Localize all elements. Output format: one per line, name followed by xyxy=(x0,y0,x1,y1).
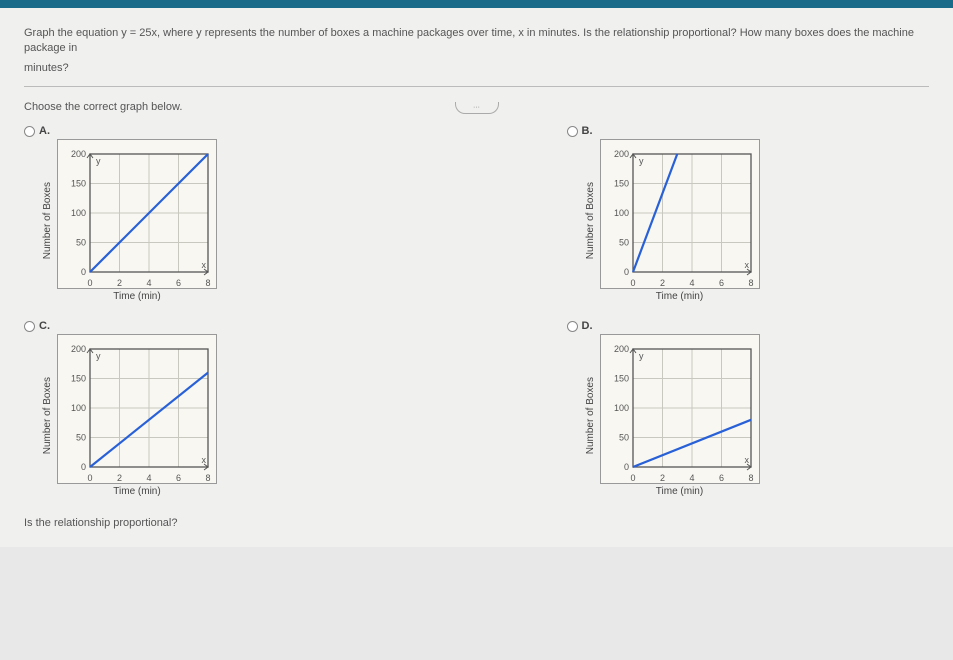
svg-text:y: y xyxy=(96,351,101,361)
svg-text:150: 150 xyxy=(71,374,86,384)
svg-text:2: 2 xyxy=(659,278,664,288)
choices-grid: A. Number of Boxes yx02468501001502000 T… xyxy=(24,125,929,497)
svg-text:4: 4 xyxy=(689,473,694,483)
hint-tab[interactable]: ··· xyxy=(455,102,499,114)
svg-text:y: y xyxy=(639,156,644,166)
question-line1: Graph the equation y = 25x, where y repr… xyxy=(24,26,929,57)
svg-text:150: 150 xyxy=(71,179,86,189)
svg-text:y: y xyxy=(639,351,644,361)
graph-b-xlabel: Time (min) xyxy=(656,291,703,302)
graph-d-xlabel: Time (min) xyxy=(656,486,703,497)
svg-text:100: 100 xyxy=(71,403,86,413)
svg-text:8: 8 xyxy=(748,473,753,483)
svg-text:8: 8 xyxy=(205,278,210,288)
choice-b: B. Number of Boxes y x 0 2 4 6 8 50 100 150 200 0 T… xyxy=(567,125,930,302)
svg-text:0: 0 xyxy=(87,278,92,288)
graph-a-svg: y x 0 2 4 6 8 50 100 150 200 0 xyxy=(57,139,217,289)
graph-d-ylabel: Number of Boxes xyxy=(585,377,596,454)
svg-text:200: 200 xyxy=(613,149,628,159)
svg-text:8: 8 xyxy=(205,473,210,483)
graph-b-ylabel: Number of Boxes xyxy=(585,182,596,259)
svg-text:100: 100 xyxy=(613,208,628,218)
graph-b-svg: y x 0 2 4 6 8 50 100 150 200 0 xyxy=(600,139,760,289)
choice-b-header[interactable]: B. xyxy=(567,125,593,137)
divider xyxy=(24,86,929,87)
svg-text:0: 0 xyxy=(623,267,628,277)
svg-text:x: x xyxy=(202,260,207,270)
svg-text:0: 0 xyxy=(623,462,628,472)
top-accent-bar xyxy=(0,0,953,8)
choice-d-header[interactable]: D. xyxy=(567,320,593,332)
question-line2: minutes? xyxy=(24,61,929,76)
svg-text:150: 150 xyxy=(613,179,628,189)
svg-text:4: 4 xyxy=(689,278,694,288)
graph-c-xlabel: Time (min) xyxy=(113,486,160,497)
svg-text:6: 6 xyxy=(718,278,723,288)
graph-a-xlabel: Time (min) xyxy=(113,291,160,302)
svg-text:0: 0 xyxy=(81,267,86,277)
choice-c-label: C. xyxy=(39,320,50,332)
graph-a-box: Number of Boxes y x 0 2 4 6 8 50 100 150 200 0 Time… xyxy=(42,139,217,302)
svg-text:4: 4 xyxy=(146,473,151,483)
svg-text:0: 0 xyxy=(630,473,635,483)
svg-text:2: 2 xyxy=(117,473,122,483)
graph-c-ylabel: Number of Boxes xyxy=(42,377,53,454)
graph-d-svg: y x 0 2 4 6 8 50 100 150 200 0 xyxy=(600,334,760,484)
graph-a-ylabel: Number of Boxes xyxy=(42,182,53,259)
choice-d-label: D. xyxy=(582,320,593,332)
radio-a[interactable] xyxy=(24,126,35,137)
graph-c-box: Number of Boxes y x 0 2 4 6 8 50 100 150 200 0 Time… xyxy=(42,334,217,497)
svg-text:200: 200 xyxy=(71,344,86,354)
svg-text:50: 50 xyxy=(618,238,628,248)
svg-text:200: 200 xyxy=(613,344,628,354)
graph-b-box: Number of Boxes y x 0 2 4 6 8 50 100 150 200 0 Time… xyxy=(585,139,760,302)
choice-a-label: A. xyxy=(39,125,50,137)
choice-a-header[interactable]: A. xyxy=(24,125,50,137)
choice-a: A. Number of Boxes y x 0 2 4 6 8 50 100 150 200 0 T… xyxy=(24,125,387,302)
svg-text:0: 0 xyxy=(87,473,92,483)
content-area: Graph the equation y = 25x, where y repr… xyxy=(0,8,953,547)
choice-c-header[interactable]: C. xyxy=(24,320,50,332)
svg-text:4: 4 xyxy=(146,278,151,288)
svg-text:50: 50 xyxy=(76,433,86,443)
svg-text:y: y xyxy=(96,156,101,166)
svg-text:x: x xyxy=(744,455,749,465)
svg-text:x: x xyxy=(202,455,207,465)
radio-c[interactable] xyxy=(24,321,35,332)
svg-text:2: 2 xyxy=(659,473,664,483)
svg-text:50: 50 xyxy=(76,238,86,248)
svg-text:150: 150 xyxy=(613,374,628,384)
svg-text:100: 100 xyxy=(613,403,628,413)
choice-d: D. Number of Boxes y x 0 2 4 6 8 50 100 150 200 0 T… xyxy=(567,320,930,497)
followup-question: Is the relationship proportional? xyxy=(24,517,929,529)
svg-text:6: 6 xyxy=(176,278,181,288)
graph-d-box: Number of Boxes y x 0 2 4 6 8 50 100 150 200 0 Time… xyxy=(585,334,760,497)
svg-text:6: 6 xyxy=(176,473,181,483)
radio-b[interactable] xyxy=(567,126,578,137)
svg-text:8: 8 xyxy=(748,278,753,288)
svg-text:0: 0 xyxy=(81,462,86,472)
radio-d[interactable] xyxy=(567,321,578,332)
graph-c-svg: y x 0 2 4 6 8 50 100 150 200 0 xyxy=(57,334,217,484)
svg-text:100: 100 xyxy=(71,208,86,218)
svg-text:2: 2 xyxy=(117,278,122,288)
svg-text:50: 50 xyxy=(618,433,628,443)
choice-c: C. Number of Boxes y x 0 2 4 6 8 50 100 150 200 0 T… xyxy=(24,320,387,497)
svg-text:200: 200 xyxy=(71,149,86,159)
svg-text:6: 6 xyxy=(718,473,723,483)
svg-text:x: x xyxy=(744,260,749,270)
svg-text:0: 0 xyxy=(630,278,635,288)
choice-b-label: B. xyxy=(582,125,593,137)
